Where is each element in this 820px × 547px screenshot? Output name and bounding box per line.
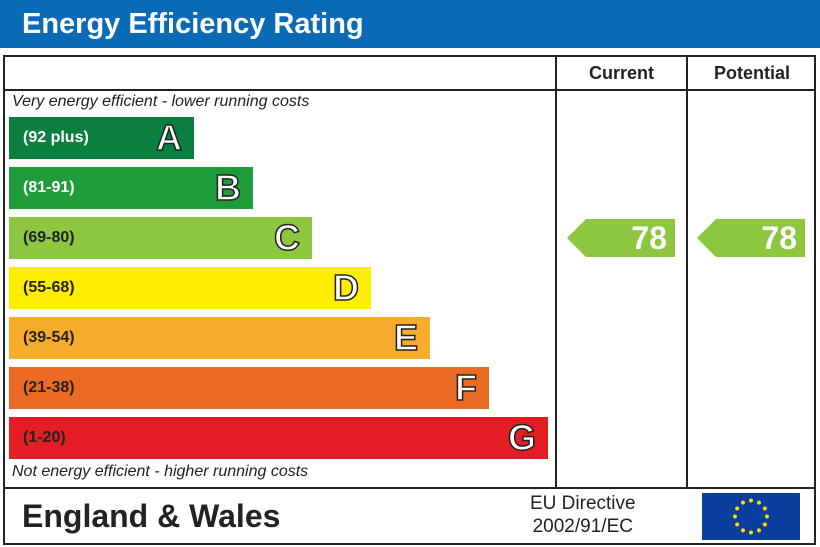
- column-divider: [555, 55, 557, 489]
- band-letter: G: [507, 416, 537, 459]
- band-range: (92 plus): [23, 129, 89, 146]
- rating-table: [3, 55, 816, 545]
- band-d: (55-68) D: [9, 266, 371, 309]
- band-range: (69-80): [23, 229, 75, 246]
- band-letter: D: [332, 266, 360, 309]
- band-a: (92 plus) A: [9, 116, 194, 159]
- star-icon: [762, 506, 767, 511]
- potential-rating-arrow: 78: [697, 219, 805, 257]
- directive-line1: EU Directive: [530, 493, 636, 514]
- potential-rating-value: 78: [761, 220, 797, 256]
- potential-column-header: Potential: [713, 63, 790, 83]
- band-letter: B: [214, 166, 242, 209]
- star-icon: [735, 522, 740, 527]
- current-rating-arrow: 78: [567, 219, 675, 257]
- star-icon: [735, 506, 740, 511]
- star-icon: [741, 500, 745, 505]
- column-divider: [686, 55, 688, 489]
- footer-divider: [3, 487, 816, 489]
- band-range: (21-38): [23, 379, 75, 396]
- directive-line2: 2002/91/EC: [532, 516, 633, 537]
- band-range: (55-68): [23, 279, 75, 296]
- star-icon: [733, 514, 737, 519]
- star-icon: [749, 530, 753, 535]
- band-range: (1-20): [23, 429, 66, 446]
- band-letter: C: [273, 216, 301, 259]
- current-column-header: Current: [588, 63, 654, 83]
- band-letter: F: [454, 366, 478, 409]
- star-icon: [741, 528, 745, 533]
- top-note: Very energy efficient - lower running co…: [12, 93, 310, 110]
- star-icon: [749, 498, 753, 503]
- current-rating-value: 78: [631, 220, 667, 256]
- star-icon: [757, 528, 761, 533]
- chart-title: Energy Efficiency Rating: [0, 0, 820, 48]
- eu-directive: EU Directive 2002/91/EC: [530, 492, 636, 538]
- bottom-note: Not energy efficient - higher running co…: [12, 463, 309, 480]
- eu-flag-icon: [702, 493, 800, 540]
- region-label: England & Wales: [22, 498, 281, 534]
- star-icon: [762, 522, 767, 527]
- band-letter: A: [155, 116, 183, 159]
- band-f: (21-38) F: [9, 366, 489, 409]
- band-c: (69-80) C: [9, 216, 312, 259]
- band-range: (39-54): [23, 329, 75, 346]
- band-range: (81-91): [23, 179, 75, 196]
- header-divider: [3, 89, 816, 91]
- band-b: (81-91) B: [9, 166, 253, 209]
- band-g: (1-20) G: [9, 416, 548, 459]
- star-icon: [757, 500, 761, 505]
- star-icon: [765, 514, 769, 519]
- band-e: (39-54) E: [9, 316, 430, 359]
- band-letter: E: [393, 316, 419, 359]
